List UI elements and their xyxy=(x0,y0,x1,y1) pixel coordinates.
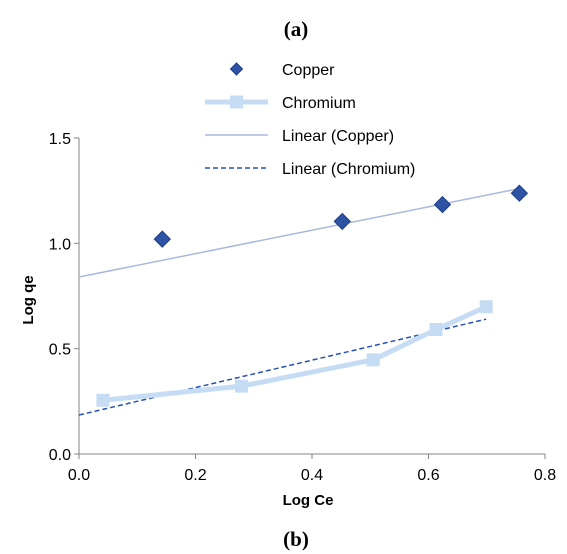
x-tick-label: 0.2 xyxy=(184,467,206,484)
y-tick-label: 1.5 xyxy=(49,131,71,148)
legend-label: Linear (Copper) xyxy=(282,128,394,145)
y-tick-label: 1.0 xyxy=(49,236,71,253)
x-tick-label: 0.0 xyxy=(68,467,90,484)
legend-marker-copper xyxy=(229,62,244,76)
data-point-chromium xyxy=(96,393,110,407)
y-tick-label: 0.0 xyxy=(49,447,71,464)
y-axis-title: Log qe xyxy=(20,275,37,324)
trendline-chromium xyxy=(78,318,487,416)
data-point-copper xyxy=(333,212,351,231)
x-axis-title: Log Ce xyxy=(283,492,334,509)
legend-label: Chromium xyxy=(282,95,356,112)
data-point-copper xyxy=(433,195,452,214)
data-point-copper xyxy=(153,230,172,248)
legend: Copper Chromium Linear (Copper) Linear (Chr… xyxy=(205,62,415,178)
trendline-copper xyxy=(78,187,520,278)
legend-label: Linear (Chromium) xyxy=(282,161,415,178)
legend-marker-chromium xyxy=(230,95,243,109)
series-layer xyxy=(78,184,529,416)
legend-label: Copper xyxy=(282,62,335,79)
x-tick-label: 0.8 xyxy=(534,467,556,484)
panel-label-a: (a) xyxy=(284,17,309,41)
data-point-chromium xyxy=(429,322,443,336)
data-point-copper xyxy=(510,184,529,202)
data-point-chromium xyxy=(366,353,380,367)
series-line-chromium xyxy=(102,304,488,403)
x-tick-label: 0.4 xyxy=(301,467,323,484)
x-tick-label: 0.6 xyxy=(417,467,439,484)
panel-label-b: (b) xyxy=(283,527,309,551)
axes: 0.0 0.5 1.0 1.5 0.0 0.2 0.4 0.6 0.8 xyxy=(49,131,556,484)
data-point-chromium xyxy=(479,300,493,314)
y-tick-label: 0.5 xyxy=(49,342,71,359)
data-point-chromium xyxy=(235,379,249,393)
